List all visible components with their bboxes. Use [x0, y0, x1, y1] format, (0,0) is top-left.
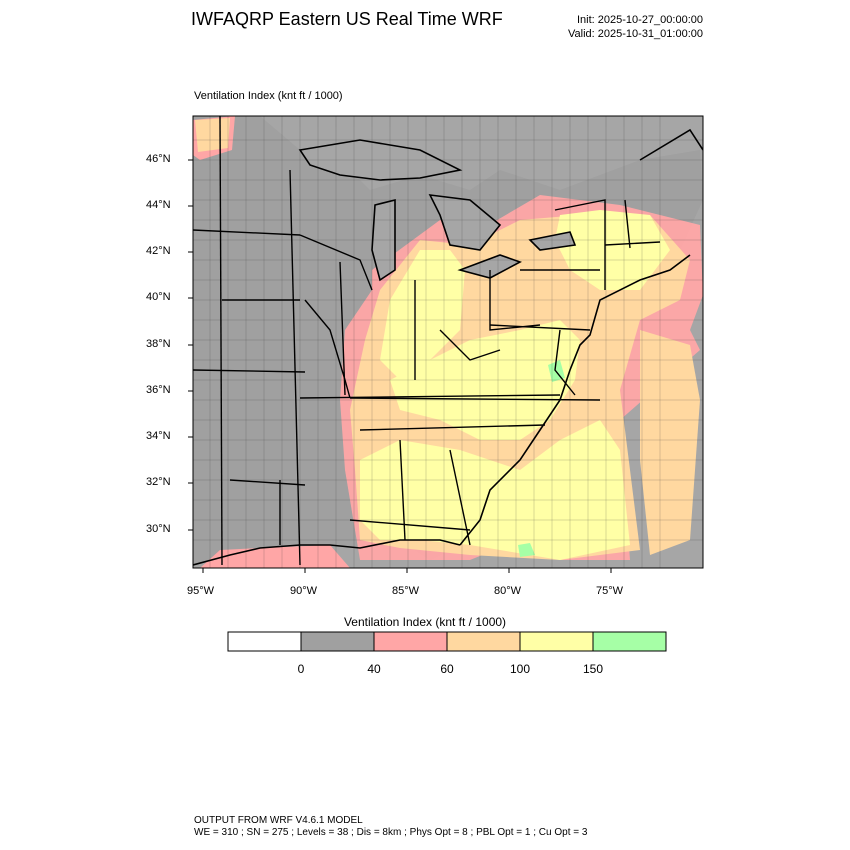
lat-label: 38°N — [146, 338, 171, 350]
field-region — [360, 420, 630, 560]
field-region — [195, 118, 230, 152]
colorbar-title: Ventilation Index (knt ft / 1000) — [343, 615, 507, 629]
colorbar-tick: 40 — [367, 662, 381, 676]
lon-label: 85°W — [392, 585, 420, 597]
lat-label: 30°N — [146, 523, 171, 535]
colorbar-bin — [300, 631, 375, 652]
map-frame — [192, 115, 704, 569]
run-times: Init: 2025-10-27_00:00:00 Valid: 2025-10… — [568, 13, 703, 41]
lon-ticks — [202, 568, 612, 573]
colorbar-bin — [227, 631, 302, 652]
colorbar — [227, 631, 667, 652]
lon-label: 80°W — [494, 585, 522, 597]
lat-label: 36°N — [146, 384, 171, 396]
lon-label: 90°W — [290, 585, 318, 597]
map-plot-area — [193, 116, 703, 568]
state-boundaries — [193, 116, 661, 566]
colorbar-tick: 150 — [582, 662, 604, 676]
county-lines — [193, 116, 703, 568]
colorbar-bin — [519, 631, 594, 652]
lat-ticks — [188, 159, 193, 531]
colorbar-tick: 0 — [297, 662, 305, 676]
lat-label: 42°N — [146, 245, 171, 257]
lat-label: 46°N — [146, 153, 171, 165]
lat-label: 40°N — [146, 291, 171, 303]
lake-erie — [460, 255, 520, 278]
init-time: Init: 2025-10-27_00:00:00 — [577, 14, 703, 26]
map-variable-caption: Ventilation Index (knt ft / 1000) — [194, 90, 343, 102]
model-info-line: OUTPUT FROM WRF V4.6.1 MODEL — [194, 815, 363, 826]
field-region — [640, 330, 700, 555]
field-region — [200, 545, 350, 568]
coastlines — [193, 128, 703, 566]
colorbar-bin — [373, 631, 448, 652]
lat-label: 44°N — [146, 199, 171, 211]
field-region — [380, 250, 465, 380]
valid-time: Valid: 2025-10-31_01:00:00 — [568, 28, 703, 40]
colorbar-tick: 100 — [509, 662, 531, 676]
colorbar-tick: 60 — [440, 662, 454, 676]
lon-label: 75°W — [596, 585, 624, 597]
colorbar-bin — [592, 631, 667, 652]
model-config-line: WE = 310 ; SN = 275 ; Levels = 38 ; Dis … — [194, 827, 588, 838]
lake-ontario — [530, 232, 575, 250]
lon-label: 95°W — [187, 585, 215, 597]
lat-label: 32°N — [146, 476, 171, 488]
map-title: IWFAQRP Eastern US Real Time WRF — [191, 9, 503, 29]
field-region — [518, 543, 535, 557]
lat-label: 34°N — [146, 430, 171, 442]
colorbar-bin — [446, 631, 521, 652]
